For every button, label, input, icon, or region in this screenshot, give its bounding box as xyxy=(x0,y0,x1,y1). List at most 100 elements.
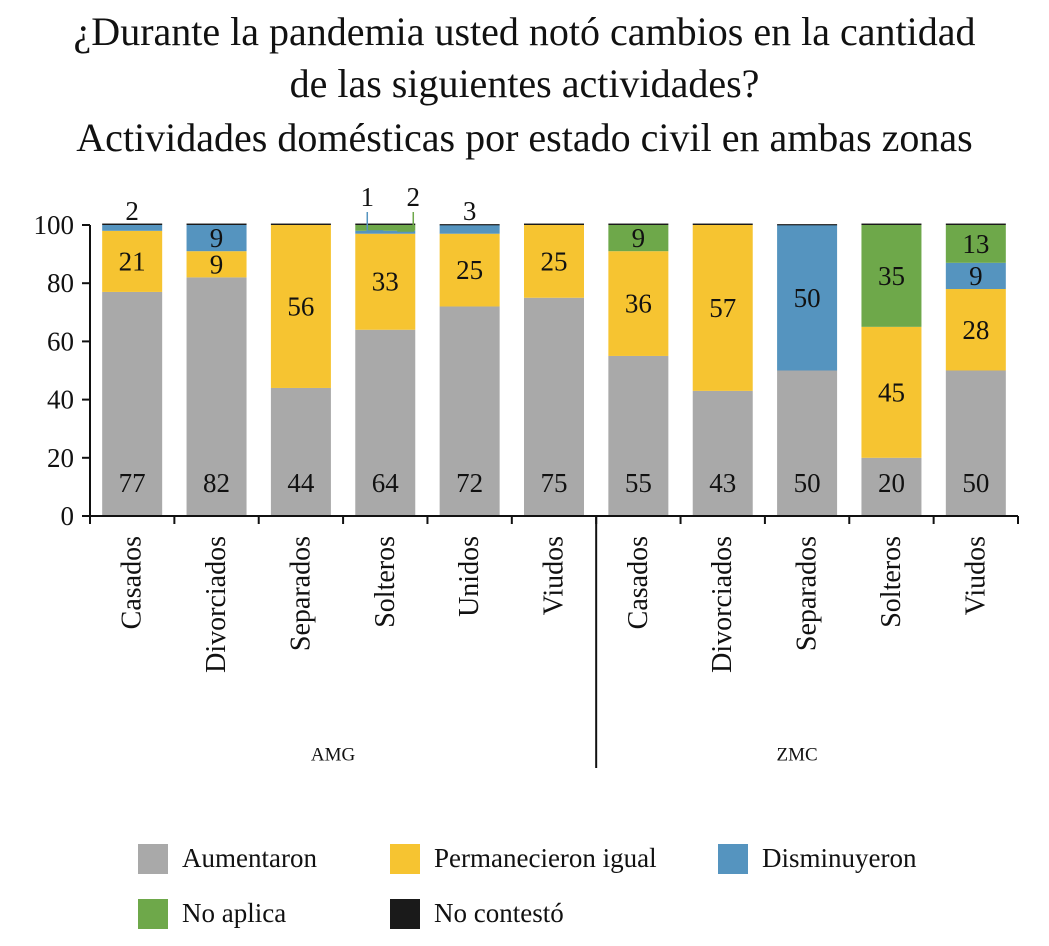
value-label-aumentaron-6: 75 xyxy=(541,468,568,498)
x-category-label-5: Unidos xyxy=(454,536,485,617)
bar-disminuyeron-1 xyxy=(102,225,163,231)
legend-swatch-no-contesto xyxy=(390,898,420,929)
value-label-permanecieron-igual-6: 25 xyxy=(541,246,568,276)
x-category-label-7: Casados xyxy=(623,536,654,629)
bar-permanecieron-igual-7 xyxy=(608,251,669,356)
value-label-disminuyeron-5: 3 xyxy=(463,196,477,226)
value-label-no-aplica-11: 13 xyxy=(962,229,989,259)
legend-item-disminuyeron: Disminuyeron xyxy=(718,843,917,874)
bar-aumentaron-2 xyxy=(186,277,247,516)
bar-permanecieron-igual-1 xyxy=(102,230,163,292)
value-label-aumentaron-11: 50 xyxy=(962,468,989,498)
value-label-disminuyeron-9: 50 xyxy=(794,283,821,313)
bar-aumentaron-1 xyxy=(102,291,163,516)
value-label-aumentaron-3: 44 xyxy=(287,468,315,498)
value-label-disminuyeron-2: 9 xyxy=(210,223,224,253)
legend-swatch-permanecieron xyxy=(390,843,420,874)
x-category-label-10: Solteros xyxy=(876,536,907,628)
bar-aumentaron-7 xyxy=(608,355,669,516)
x-group-label-zmc: ZMC xyxy=(776,745,817,766)
bar-permanecieron-igual-3 xyxy=(270,225,331,388)
bar-aumentaron-5 xyxy=(439,306,500,516)
bar-aumentaron-6 xyxy=(524,297,584,516)
bar-no-contesto-3 xyxy=(270,223,331,225)
x-category-label-3: Separados xyxy=(285,536,316,651)
value-label-no-aplica-10: 35 xyxy=(878,261,905,291)
value-label-permanecieron-igual-8: 57 xyxy=(709,293,736,323)
bar-no-aplica-10 xyxy=(861,225,922,327)
x-category-label-9: Separados xyxy=(792,536,823,651)
x-group-label-amg: AMG xyxy=(311,745,356,766)
y-tick-label-80: 80 xyxy=(47,268,74,298)
legend-label-disminuyeron: Disminuyeron xyxy=(762,843,917,873)
value-label-aumentaron-1: 77 xyxy=(119,468,146,498)
bar-no-contesto-6 xyxy=(524,223,584,225)
value-label-permanecieron-igual-5: 25 xyxy=(456,255,483,285)
value-label-aumentaron-7: 55 xyxy=(625,468,652,498)
value-label-permanecieron-igual-11: 28 xyxy=(962,315,989,345)
bar-aumentaron-8 xyxy=(692,390,753,516)
bar-disminuyeron-11 xyxy=(945,262,1006,290)
legend-item-no-aplica: No aplica xyxy=(138,898,286,929)
x-category-label-8: Divorciados xyxy=(707,536,738,673)
value-label-aumentaron-2: 82 xyxy=(203,468,230,498)
bar-no-aplica-4 xyxy=(355,225,416,231)
value-label-disminuyeron-1: 2 xyxy=(125,196,139,226)
bar-disminuyeron-5 xyxy=(439,225,500,234)
chart-subtitle: Actividades domésticas por estado civil … xyxy=(76,115,973,160)
bar-no-contesto-7 xyxy=(608,223,669,225)
bar-disminuyeron-4 xyxy=(355,230,416,234)
bar-aumentaron-9 xyxy=(777,370,838,516)
x-category-label-2: Divorciados xyxy=(201,536,232,673)
bar-permanecieron-igual-4 xyxy=(355,233,416,330)
bar-aumentaron-10 xyxy=(861,457,922,516)
y-tick-label-20: 20 xyxy=(47,443,74,473)
value-label-aumentaron-5: 72 xyxy=(456,468,483,498)
bar-permanecieron-igual-5 xyxy=(439,233,500,307)
chart-title-line-2: de las siguientes actividades? xyxy=(289,61,760,106)
legend-label-permanecieron: Permanecieron igual xyxy=(434,843,657,873)
bar-no-contesto-9 xyxy=(777,224,838,226)
bar-permanecieron-igual-8 xyxy=(692,225,753,391)
y-tick-label-40: 40 xyxy=(47,385,74,415)
legend-swatch-disminuyeron xyxy=(718,843,748,874)
y-tick-label-0: 0 xyxy=(61,501,75,531)
value-label-no-aplica-4: 2 xyxy=(407,182,421,212)
bar-disminuyeron-9 xyxy=(777,225,838,371)
value-label-aumentaron-9: 50 xyxy=(794,468,821,498)
bar-no-contesto-5 xyxy=(439,224,500,226)
value-label-permanecieron-igual-1: 21 xyxy=(119,246,146,276)
bar-disminuyeron-2 xyxy=(186,225,247,252)
bar-aumentaron-11 xyxy=(945,370,1006,516)
value-label-aumentaron-4: 64 xyxy=(372,468,400,498)
x-category-label-11: Viudos xyxy=(960,536,991,615)
bar-no-contesto-10 xyxy=(861,223,922,225)
bar-permanecieron-igual-11 xyxy=(945,289,1006,371)
y-tick-label-100: 100 xyxy=(34,210,75,240)
bar-no-contesto-1 xyxy=(102,223,163,225)
value-label-aumentaron-10: 20 xyxy=(878,468,905,498)
legend-swatch-aumentaron xyxy=(138,843,168,874)
legend-item-permanecieron: Permanecieron igual xyxy=(390,843,657,874)
value-label-aumentaron-8: 43 xyxy=(709,468,736,498)
value-label-disminuyeron-11: 9 xyxy=(969,261,983,291)
value-label-permanecieron-igual-3: 56 xyxy=(287,291,314,321)
bar-no-contesto-4 xyxy=(355,223,416,225)
leader-line-no-aplica-4 xyxy=(397,212,415,232)
legend-swatch-no-aplica xyxy=(138,898,168,929)
x-category-label-6: Viudos xyxy=(539,536,570,615)
value-label-permanecieron-igual-2: 9 xyxy=(210,249,224,279)
bar-no-contesto-11 xyxy=(945,223,1006,225)
legend-label-no-contesto: No contestó xyxy=(434,898,564,928)
chart-title-line-1: ¿Durante la pandemia usted notó cambios … xyxy=(73,9,976,54)
value-label-permanecieron-igual-7: 36 xyxy=(625,289,652,319)
value-label-no-aplica-7: 9 xyxy=(632,223,646,253)
bar-aumentaron-4 xyxy=(355,329,416,516)
leader-line-disminuyeron-4 xyxy=(366,212,384,232)
bar-no-contesto-8 xyxy=(692,223,753,225)
bar-permanecieron-igual-2 xyxy=(186,251,247,278)
y-tick-label-60: 60 xyxy=(47,326,74,356)
legend-item-aumentaron: Aumentaron xyxy=(138,843,317,874)
bar-no-aplica-7 xyxy=(608,225,669,252)
